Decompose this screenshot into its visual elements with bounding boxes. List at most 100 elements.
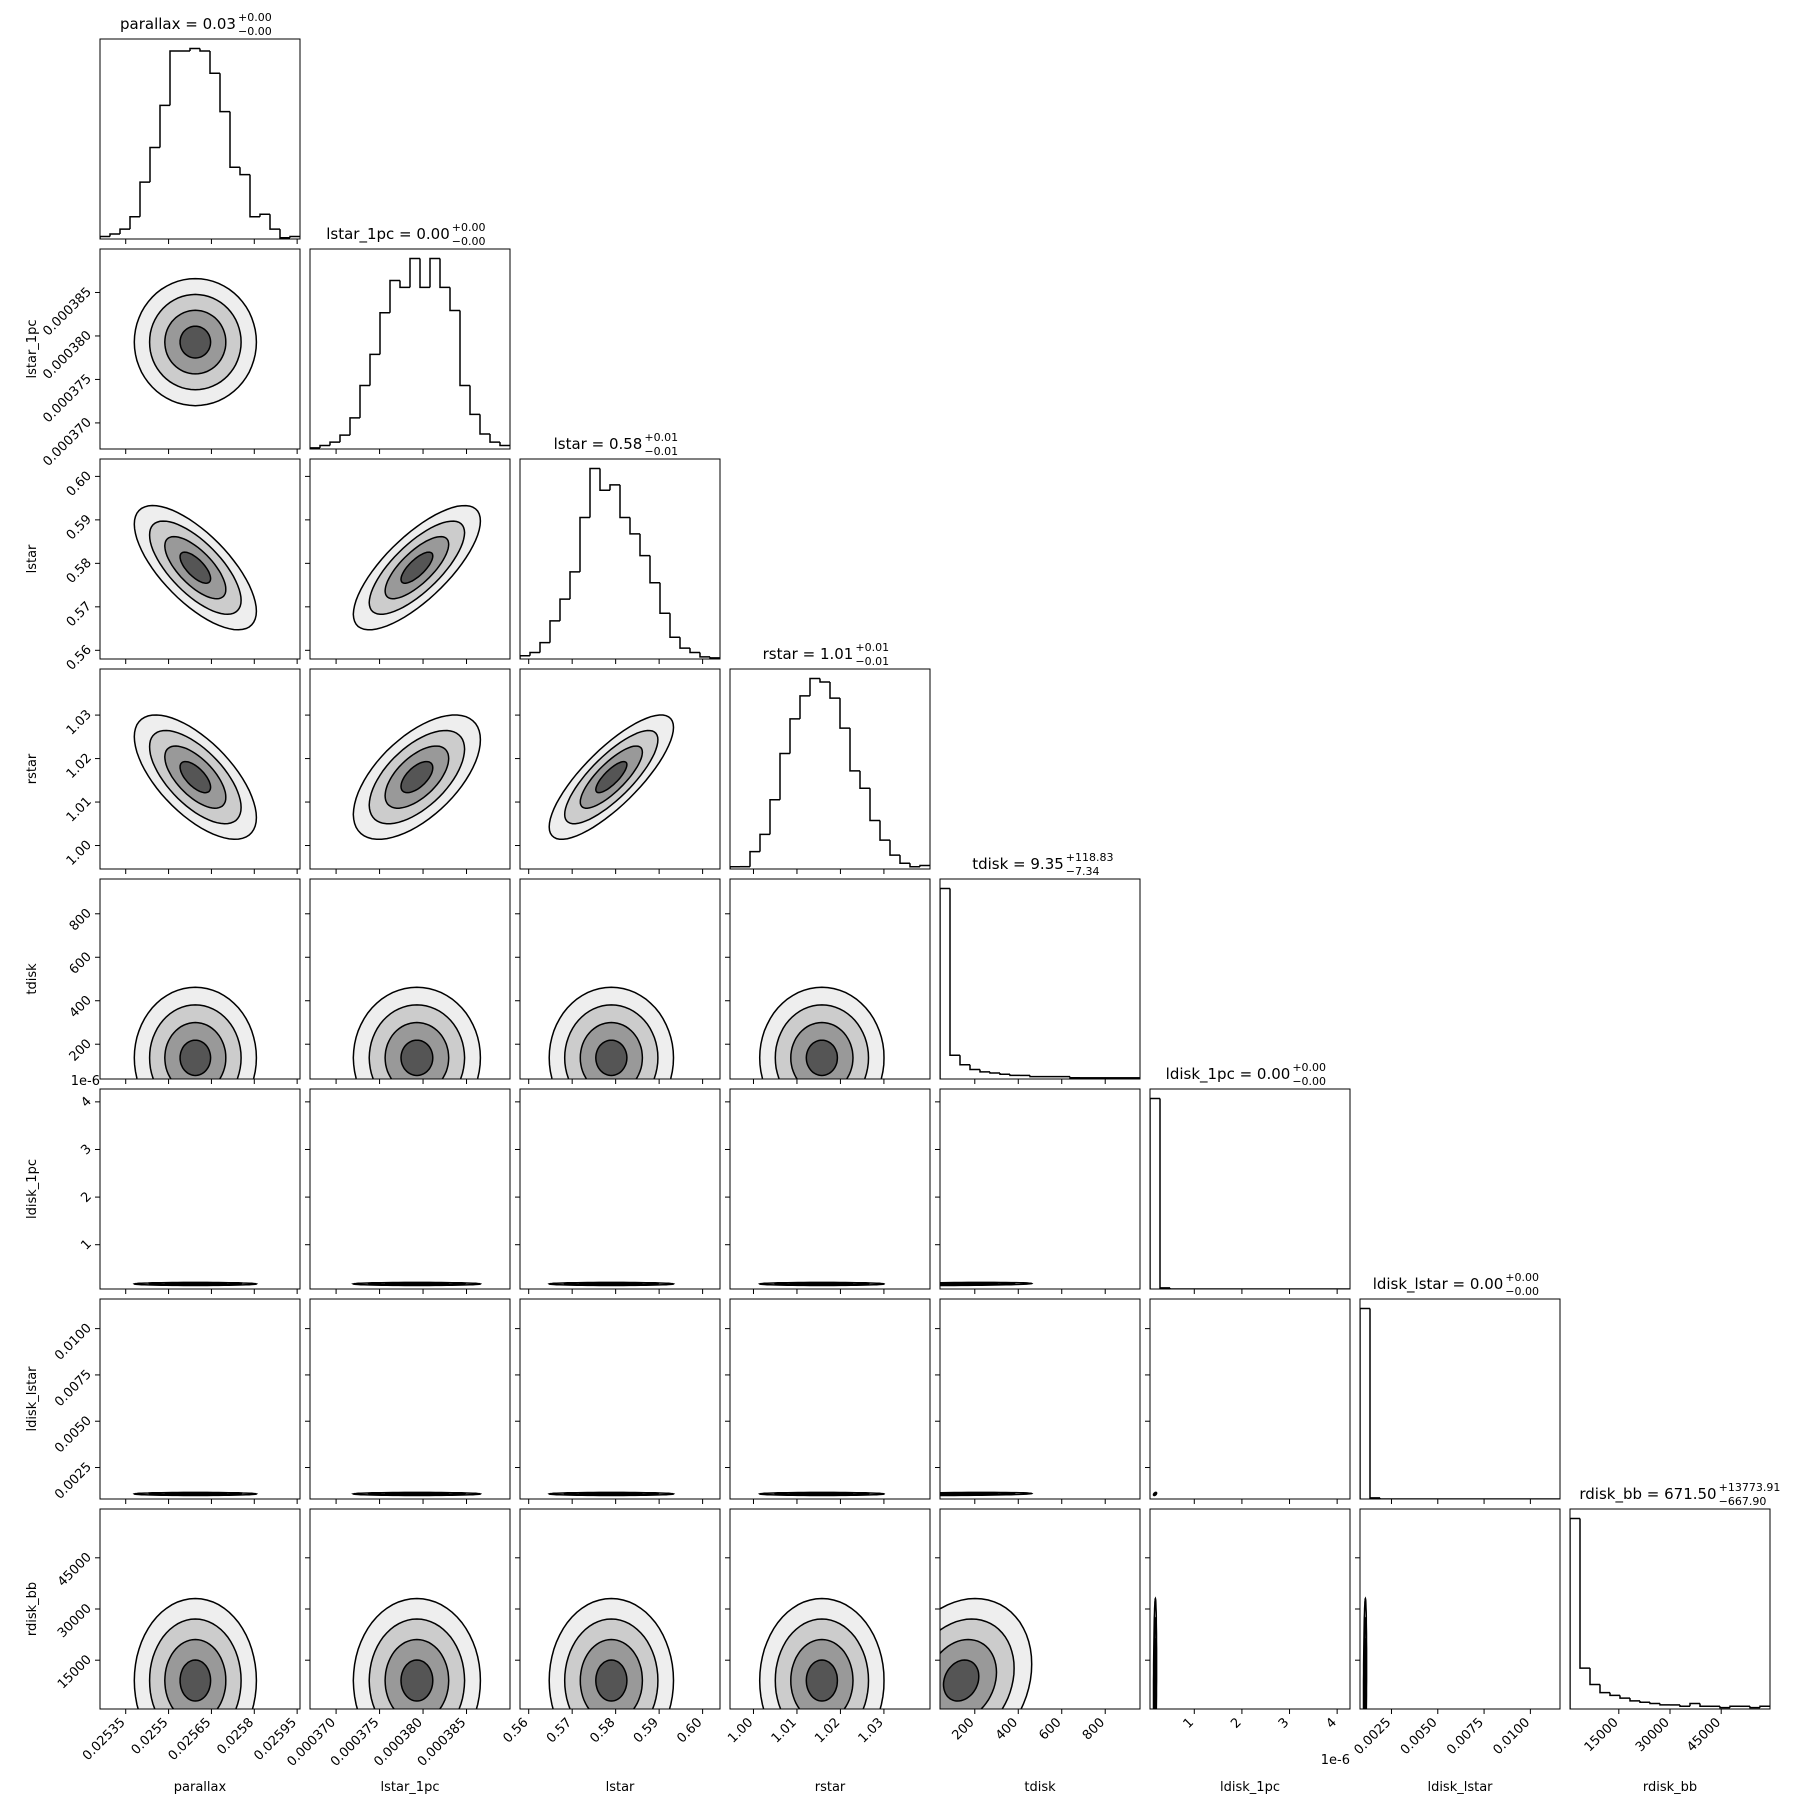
histogram-step bbox=[709, 656, 720, 659]
title-plus-error: +0.00 bbox=[452, 221, 486, 234]
panel-content bbox=[310, 257, 510, 449]
y-tick-label: 1.00 bbox=[64, 838, 95, 869]
density-contour bbox=[179, 1282, 213, 1286]
panel bbox=[515, 1298, 721, 1504]
histogram-step bbox=[569, 571, 580, 600]
density-contour bbox=[179, 1492, 213, 1496]
panel bbox=[725, 1088, 931, 1294]
panel bbox=[305, 668, 511, 874]
density-contour bbox=[941, 1492, 981, 1496]
x-axis-label: lstar_1pc bbox=[381, 1780, 440, 1795]
y-tick-label: 200 bbox=[67, 1036, 95, 1064]
x-tick-label: 0.58 bbox=[587, 1715, 618, 1746]
y-tick-label: 1.01 bbox=[64, 794, 95, 825]
histogram-step bbox=[319, 444, 330, 448]
x-tick-label: 4 bbox=[1324, 1715, 1340, 1731]
panel-title: rdisk_bb = 671.50 bbox=[1579, 1485, 1716, 1504]
title-minus-error: −0.00 bbox=[1505, 1285, 1539, 1298]
x-tick-label: 1.00 bbox=[725, 1715, 756, 1746]
panel bbox=[725, 878, 931, 1084]
histogram-step bbox=[730, 865, 740, 869]
panel-frame bbox=[99, 458, 301, 660]
histogram-step bbox=[959, 1055, 970, 1066]
panel bbox=[95, 1298, 301, 1504]
panel bbox=[95, 458, 301, 664]
histogram-step bbox=[239, 167, 250, 176]
panel-title: lstar_1pc = 0.00 bbox=[326, 225, 450, 244]
density-contour bbox=[1153, 1658, 1157, 1702]
density-contour bbox=[179, 325, 212, 359]
x-tick-label: 200 bbox=[949, 1715, 977, 1743]
x-axis-label: ldisk_1pc bbox=[1220, 1780, 1280, 1795]
title-plus-error: +0.00 bbox=[1292, 1061, 1326, 1074]
panel-content bbox=[1360, 1307, 1560, 1499]
panel bbox=[305, 1298, 511, 1504]
panel bbox=[515, 1088, 721, 1294]
y-tick-label: 3 bbox=[78, 1142, 94, 1158]
histogram-step bbox=[529, 651, 540, 656]
y-axis-label: ldisk_1pc bbox=[25, 1159, 40, 1219]
panel bbox=[935, 1088, 1141, 1294]
panel bbox=[1569, 1508, 1771, 1714]
x-axis-label: rdisk_bb bbox=[1643, 1780, 1697, 1795]
y-tick-label: 0.56 bbox=[64, 643, 95, 674]
density-contour bbox=[804, 1492, 840, 1496]
panel bbox=[309, 248, 511, 454]
y-tick-label: 1.02 bbox=[64, 751, 95, 782]
panel-frame bbox=[309, 1088, 511, 1290]
histogram-step bbox=[769, 798, 780, 835]
panel-content bbox=[547, 1281, 676, 1287]
panel-frame bbox=[519, 458, 721, 660]
x-tick-label: 0.0025 bbox=[1352, 1715, 1395, 1758]
density-contour bbox=[595, 1659, 628, 1702]
histogram-step bbox=[549, 620, 560, 643]
y-tick-label: 0.0075 bbox=[52, 1367, 95, 1410]
panel bbox=[1149, 1088, 1351, 1294]
density-contour bbox=[942, 1659, 980, 1702]
panel bbox=[305, 458, 511, 664]
density-contour bbox=[941, 1282, 981, 1286]
title-minus-error: −0.01 bbox=[644, 445, 678, 458]
y-tick-label: 30000 bbox=[55, 1601, 95, 1641]
y-axis-label: rdisk_bb bbox=[25, 1582, 40, 1636]
histogram-step bbox=[449, 287, 460, 312]
panel-frame bbox=[309, 878, 511, 1080]
histogram-step bbox=[349, 417, 360, 436]
histogram-step bbox=[229, 111, 240, 169]
title-minus-error: −7.34 bbox=[1066, 865, 1100, 878]
histogram-step bbox=[469, 385, 480, 416]
histogram-step bbox=[839, 698, 850, 729]
panel-content bbox=[1150, 1097, 1350, 1289]
density-contour bbox=[179, 1039, 212, 1077]
y-tick-label: 0.60 bbox=[64, 469, 95, 500]
histogram-step bbox=[999, 1073, 1010, 1075]
histogram-step bbox=[619, 484, 630, 519]
histogram-step bbox=[639, 533, 650, 557]
x-tick-label: 2 bbox=[1228, 1715, 1244, 1731]
histogram-step bbox=[149, 146, 160, 183]
histogram-step bbox=[279, 229, 290, 239]
panel-frame bbox=[1569, 1508, 1771, 1710]
panel-frame bbox=[1149, 1088, 1351, 1290]
panel-title: lstar = 0.58 bbox=[554, 435, 643, 453]
histogram-step bbox=[359, 384, 370, 418]
histogram-step bbox=[669, 613, 680, 638]
y-tick-label: 1.03 bbox=[64, 707, 95, 738]
panel bbox=[99, 38, 301, 244]
histogram-step bbox=[199, 48, 210, 52]
histogram-step bbox=[940, 887, 950, 1079]
histogram-step bbox=[1379, 1497, 1390, 1499]
histogram-step bbox=[609, 484, 620, 491]
panel-frame bbox=[1149, 1508, 1351, 1710]
x-tick-label: 3 bbox=[1276, 1715, 1292, 1731]
x-tick-label: 1.01 bbox=[769, 1715, 800, 1746]
histogram-step bbox=[1619, 1695, 1630, 1699]
histogram-step bbox=[809, 677, 820, 696]
panel-title: tdisk = 9.35 bbox=[972, 855, 1064, 873]
panel-frame bbox=[99, 248, 301, 450]
panel-frame bbox=[309, 248, 511, 450]
histogram-step bbox=[100, 235, 110, 239]
panel-title: parallax = 0.03 bbox=[120, 15, 236, 33]
histogram-step bbox=[369, 353, 380, 386]
